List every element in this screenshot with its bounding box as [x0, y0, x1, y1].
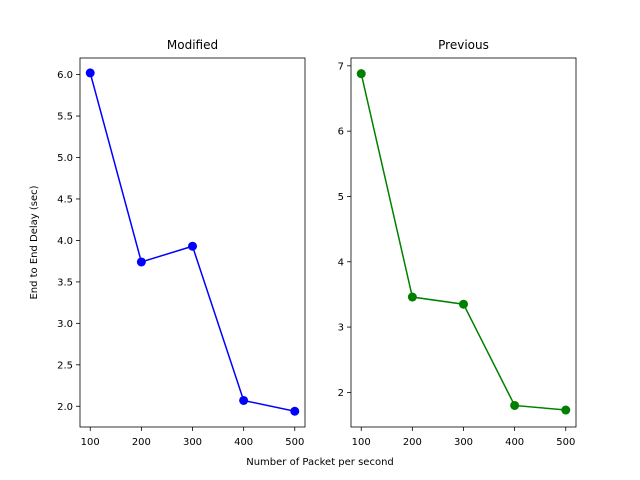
x-tick-label: 500 — [556, 437, 575, 448]
y-tick-label: 5.0 — [57, 153, 73, 164]
data-point — [459, 299, 468, 309]
x-tick-label: 400 — [505, 437, 524, 448]
chart-title: Previous — [438, 38, 489, 52]
chart-panel-2: Previous 100 200 300 400 500 2 3 4 5 6 7 — [338, 38, 577, 448]
y-tick-label: 3.5 — [57, 277, 73, 288]
y-tick-label: 4 — [338, 257, 344, 268]
data-point — [136, 257, 146, 267]
y-axis-label: End to End Delay (sec) — [29, 185, 40, 299]
data-point — [188, 241, 197, 251]
y-tick-label: 5 — [338, 192, 344, 203]
y-tick-label: 4.0 — [57, 236, 73, 247]
shared-x-axis-label: Number of Packet per second — [246, 457, 394, 468]
data-point — [290, 406, 300, 416]
x-tick-label: 200 — [132, 437, 151, 448]
data-point — [407, 292, 417, 302]
y-tick-label: 2.0 — [57, 402, 73, 413]
x-tick-label: 500 — [285, 437, 304, 448]
y-tick-label: 4.5 — [57, 194, 73, 205]
data-point — [510, 400, 520, 410]
y-tick-label: 6.0 — [57, 70, 73, 81]
data-point — [85, 68, 95, 78]
y-tick-label: 2.5 — [57, 360, 73, 371]
x-tick-label: 300 — [183, 437, 202, 448]
y-tick-label: 7 — [338, 61, 344, 72]
y-tick-label: 2 — [338, 388, 344, 399]
x-tick-label: 400 — [234, 437, 253, 448]
data-point — [356, 69, 366, 79]
x-tick-label: 300 — [454, 437, 473, 448]
x-tick-label: 200 — [403, 437, 422, 448]
data-point — [561, 405, 571, 415]
x-tick-label: 100 — [352, 437, 371, 448]
y-tick-label: 5.5 — [57, 112, 73, 123]
x-tick-label: 100 — [81, 437, 100, 448]
y-tick-label: 6 — [338, 127, 344, 138]
data-point — [239, 395, 249, 405]
chart-title: Modified — [167, 38, 218, 52]
y-tick-label: 3 — [338, 323, 344, 334]
y-tick-label: 3.0 — [57, 319, 73, 330]
chart-panel-1: Modified 100 200 300 400 500 2.0 2.5 3.0 3.5 4.0 4.… — [29, 38, 306, 448]
